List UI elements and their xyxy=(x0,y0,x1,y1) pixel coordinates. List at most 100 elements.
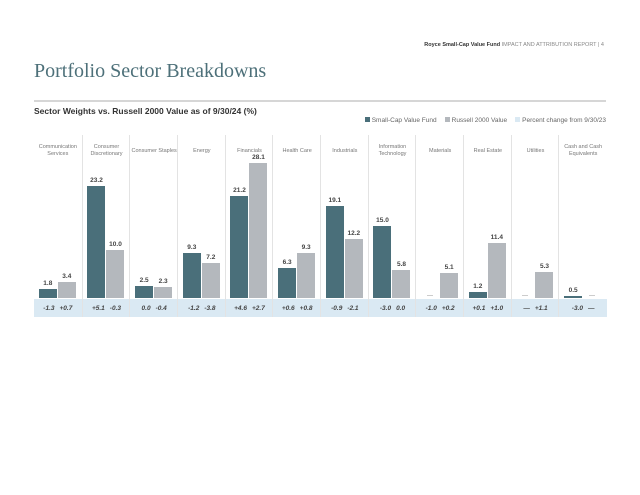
data-label: 19.1 xyxy=(328,196,342,204)
sector-column: Real Estate 1.2 11.4 +0.1 +1.0 xyxy=(463,135,512,317)
index-bar xyxy=(106,249,125,298)
index-change: +2.7 xyxy=(251,304,265,312)
data-label: 23.2 xyxy=(90,177,103,185)
category-label: Industrials xyxy=(332,147,358,154)
data-label: 1.8 xyxy=(43,280,53,288)
divider xyxy=(34,100,606,102)
index-change: +1.1 xyxy=(534,304,548,312)
data-label: 9.3 xyxy=(301,244,311,252)
category-label: Health Care xyxy=(282,147,312,154)
data-label: 5.3 xyxy=(539,263,549,271)
index-bar xyxy=(535,272,554,298)
fund-change: 0.0 xyxy=(141,304,151,312)
category-label: Cash and Cash Equivalents xyxy=(564,144,603,157)
data-label: 28.1 xyxy=(252,153,265,161)
report-name: IMPACT AND ATTRIBUTION REPORT | 4 xyxy=(501,42,604,48)
legend: Small-Cap Value Fund Russell 2000 Value … xyxy=(364,117,606,124)
data-label: 0.5 xyxy=(568,286,578,294)
change-cell: -3.0 0.0 xyxy=(368,299,417,317)
index-change: 0.0 xyxy=(396,304,406,312)
category-label: Financials xyxy=(237,147,262,154)
index-bar xyxy=(154,286,173,298)
index-bar xyxy=(487,243,506,298)
fund-change: — xyxy=(523,304,530,312)
fund-bar xyxy=(87,186,106,298)
index-change: +0.2 xyxy=(441,304,455,312)
fund-bar xyxy=(135,285,154,298)
change-cell: +4.6 +2.7 xyxy=(225,299,274,317)
data-label: 2.5 xyxy=(139,276,149,284)
change-cell: 0.0 -0.4 xyxy=(130,299,178,317)
data-label: 2.3 xyxy=(158,277,168,285)
index-bar xyxy=(392,270,411,298)
sector-column: Information Technology 15.0 5.8 -3.0 0.0 xyxy=(367,135,417,317)
fund-bar xyxy=(325,205,344,298)
data-label: 15.0 xyxy=(376,216,389,224)
data-label: 1.2 xyxy=(473,283,483,291)
category-label: Utilities xyxy=(526,147,545,154)
empty-marker xyxy=(427,295,434,296)
fund-change: -3.0 xyxy=(571,304,583,312)
sector-column: Materials 5.1 -1.0 +0.2 xyxy=(415,135,464,317)
fund-bar xyxy=(278,267,297,298)
fund-change: +5.1 xyxy=(91,304,105,312)
index-bar xyxy=(201,263,220,298)
change-cell: -0.9 -2.1 xyxy=(321,299,369,317)
sector-chart: Communication Services 1.8 3.4 -1.3 +0.7 Cons… xyxy=(34,135,607,317)
fund-change: +0.6 xyxy=(281,304,295,312)
fund-name: Royce Small-Cap Value Fund xyxy=(424,42,501,48)
legend-fund: Small-Cap Value Fund xyxy=(364,117,437,124)
category-label: Materials xyxy=(429,147,452,154)
empty-marker xyxy=(589,295,596,296)
index-change: +1.0 xyxy=(490,304,504,312)
sector-column: Energy 9.3 7.2 -1.2 -3.8 xyxy=(177,135,226,317)
change-cell: +0.6 +0.8 xyxy=(273,299,321,317)
fund-bar xyxy=(38,289,57,298)
change-cell: +0.1 +1.0 xyxy=(464,299,512,317)
data-label: 5.1 xyxy=(444,264,454,272)
category-label: Consumer Staples xyxy=(131,147,177,154)
data-label: 7.2 xyxy=(206,254,216,262)
fund-change: +0.1 xyxy=(472,304,486,312)
change-cell: — +1.1 xyxy=(511,299,560,317)
fund-change: +4.6 xyxy=(234,304,247,312)
chart-title: Sector Weights vs. Russell 2000 Value as… xyxy=(34,106,257,116)
fund-change: -1.2 xyxy=(188,304,200,312)
index-bar xyxy=(297,253,316,298)
sector-column: Financials 21.2 28.1 +4.6 +2.7 xyxy=(224,135,274,317)
change-cell: -3.0 — xyxy=(559,299,607,317)
fund-change: -0.9 xyxy=(331,304,343,312)
index-bar xyxy=(440,273,459,298)
change-cell: -1.2 -3.8 xyxy=(178,299,226,317)
fund-change: -1.0 xyxy=(425,304,437,312)
category-label: Information Technology xyxy=(378,144,407,157)
legend-change: Percent change from 9/30/23 xyxy=(515,117,606,124)
fund-bar xyxy=(468,292,487,298)
index-change: — xyxy=(588,304,595,312)
report-header: Royce Small-Cap Value Fund IMPACT AND AT… xyxy=(424,42,604,48)
sector-column: Consumer Staples 2.5 2.3 0.0 -0.4 xyxy=(129,135,178,317)
legend-index: Russell 2000 Value xyxy=(444,117,507,124)
sector-column: Utilities 5.3 — +1.1 xyxy=(510,135,560,317)
category-label: Communication Services xyxy=(38,144,77,157)
index-change: -2.1 xyxy=(347,304,359,312)
index-bar xyxy=(249,162,268,298)
fund-change: -1.3 xyxy=(43,304,55,312)
sector-column: Cash and Cash Equivalents 0.5 -3.0 — xyxy=(558,135,607,317)
data-label: 3.4 xyxy=(62,272,72,280)
data-label: 11.4 xyxy=(490,234,503,242)
index-change: +0.7 xyxy=(59,304,73,312)
data-label: 6.3 xyxy=(282,258,292,266)
category-label: Consumer Discretionary xyxy=(90,144,123,157)
data-label: 21.2 xyxy=(233,186,246,194)
empty-marker xyxy=(522,295,529,296)
fund-bar xyxy=(230,195,249,298)
index-change: +0.8 xyxy=(299,304,313,312)
index-bar xyxy=(57,281,76,298)
fund-bar xyxy=(182,253,201,298)
index-change: -3.8 xyxy=(204,304,216,312)
data-label: 5.8 xyxy=(396,261,406,269)
data-label: 9.3 xyxy=(187,244,197,252)
sector-column: Consumer Discretionary 23.2 10.0 +5.1 -0.3 xyxy=(81,135,131,317)
sector-column: Health Care 6.3 9.3 +0.6 +0.8 xyxy=(272,135,321,317)
